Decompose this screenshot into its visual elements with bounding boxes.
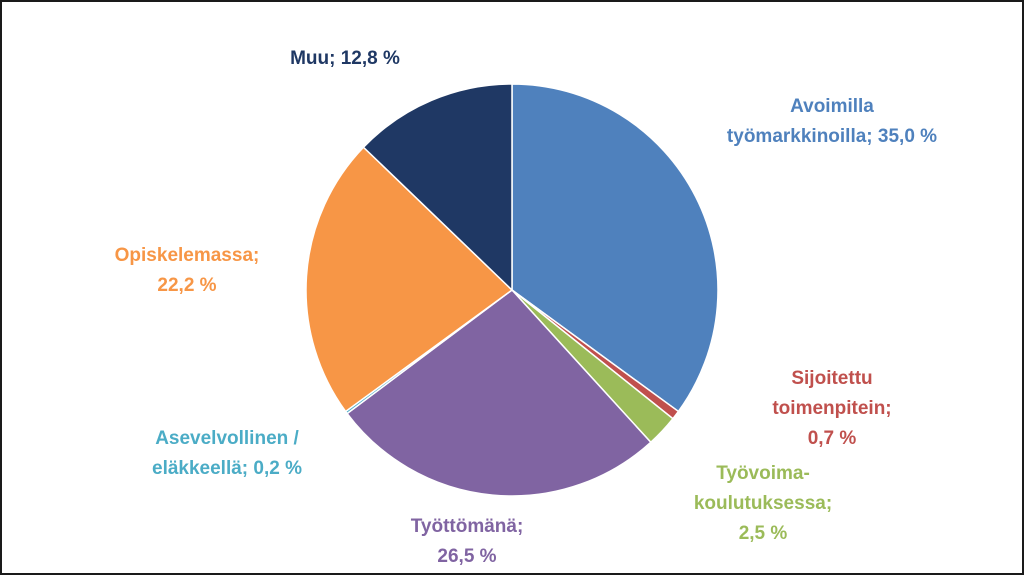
label-line: Avoimilla [790, 96, 874, 117]
pie-slice-3 [346, 288, 652, 497]
pie-slice-6 [362, 83, 513, 292]
label-line: 26,5 % [437, 546, 497, 567]
label-line: 0,7 % [807, 428, 857, 449]
slice-label-avoimilla: Avoimilla työmarkkinoilla; 35,0 % [702, 92, 962, 152]
label-line: 2,5 % [738, 523, 788, 544]
label-line: Työvoima- [716, 463, 810, 484]
pie-slice-0 [511, 83, 719, 413]
slice-label-sijoitettu: Sijoitettu toimenpitein; 0,7 % [742, 364, 922, 454]
label-line: toimenpitein; [772, 398, 892, 419]
slice-label-opiskelemassa: Opiskelemassa; 22,2 % [87, 241, 287, 301]
label-line: Muu; 12,8 % [290, 48, 400, 69]
label-line: Työttömänä; [410, 516, 524, 537]
label-line: Opiskelemassa; [114, 245, 260, 266]
slice-label-tyottomana: Työttömänä; 26,5 % [382, 512, 552, 572]
label-line: eläkkeellä; 0,2 % [152, 458, 302, 479]
label-line: Sijoitettu [791, 368, 873, 389]
label-line: 22,2 % [157, 275, 217, 296]
slice-label-tyovoimakoulutus: Työvoima- koulutuksessa; 2,5 % [668, 459, 858, 549]
label-line: koulutuksessa; [693, 493, 833, 514]
label-line: Asevelvollinen / [155, 428, 299, 449]
slice-label-muu: Muu; 12,8 % [260, 44, 430, 74]
pie-slice-5 [305, 146, 514, 413]
label-line: työmarkkinoilla; 35,0 % [726, 126, 938, 147]
slice-label-asevelvollinen: Asevelvollinen / eläkkeellä; 0,2 % [122, 424, 332, 484]
